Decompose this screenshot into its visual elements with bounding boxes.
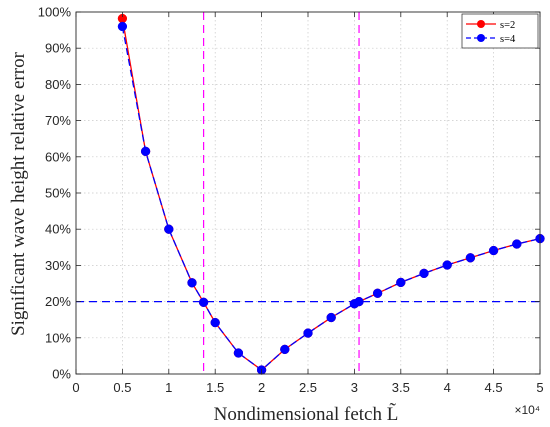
reference-lines xyxy=(76,12,540,374)
series-2-point xyxy=(303,328,313,338)
legend-label-2: s=4 xyxy=(500,34,516,45)
y-tick-label: 0% xyxy=(52,367,71,382)
x-tick-label: 5 xyxy=(536,380,543,395)
x-tick-label: 4 xyxy=(444,380,451,395)
plot-frame xyxy=(75,11,541,375)
x-tick-label: 3 xyxy=(351,380,358,395)
series-2-point xyxy=(372,288,383,298)
series-2-point xyxy=(210,317,220,328)
series-2-point xyxy=(198,297,209,307)
series-2-point xyxy=(442,260,452,270)
y-tick-label: 10% xyxy=(45,330,71,345)
series-2-point xyxy=(187,278,197,288)
series-2-point xyxy=(164,224,174,234)
x-tick-label: 2.5 xyxy=(299,380,317,395)
legend-label-1: s=2 xyxy=(500,20,515,31)
legend: s=2s=4 xyxy=(461,13,539,49)
series-2-point xyxy=(117,21,128,32)
series-2-point xyxy=(419,268,429,279)
legend-marker-1 xyxy=(477,20,485,28)
x-tick-label: 3.5 xyxy=(392,380,410,395)
x-tick-label: 0 xyxy=(72,380,79,395)
y-tick-label: 40% xyxy=(45,222,71,237)
x-tick-label: 1 xyxy=(165,380,172,395)
series-2-point xyxy=(465,253,476,263)
legend-box xyxy=(461,13,539,49)
y-tick-label: 30% xyxy=(45,258,71,273)
x-tick-label: 0.5 xyxy=(113,380,131,395)
series-layer xyxy=(117,13,545,375)
series-2-point xyxy=(488,245,499,256)
x-tick-label: 1.5 xyxy=(206,380,224,395)
y-tick-label: 60% xyxy=(45,149,71,164)
axes xyxy=(75,11,541,375)
y-tick-label: 50% xyxy=(45,186,71,201)
y-tick-label: 80% xyxy=(45,77,71,92)
y-axis-label: Significant wave height relative error xyxy=(8,51,29,336)
series-2-point xyxy=(326,312,336,323)
x-axis-label: Nondimensional fetch L̃ xyxy=(214,402,399,425)
y-tick-labels: 0% 10% 20% 30% 40% 50% 60% 70% 80% 90% 100% xyxy=(38,5,72,382)
series-2-point xyxy=(512,239,522,249)
y-tick-label: 100% xyxy=(38,5,72,20)
series-2-point xyxy=(233,348,244,358)
y-tick-label: 70% xyxy=(45,113,71,128)
x-axis-multiplier: ×10⁴ xyxy=(514,403,540,417)
series-2-point xyxy=(140,146,151,157)
grid xyxy=(76,12,540,374)
x-tick-label: 2 xyxy=(258,380,265,395)
x-tick-label: 4.5 xyxy=(485,380,503,395)
series-2-point xyxy=(396,277,406,288)
x-tick-labels: 0 0.5 1 1.5 2 2.5 3 3.5 4 4.5 5 xyxy=(72,380,543,395)
y-tick-label: 20% xyxy=(45,294,71,309)
series-2-point xyxy=(280,344,290,355)
series-2-point xyxy=(354,296,364,307)
legend-marker-2 xyxy=(477,34,485,42)
y-tick-label: 90% xyxy=(45,41,71,56)
